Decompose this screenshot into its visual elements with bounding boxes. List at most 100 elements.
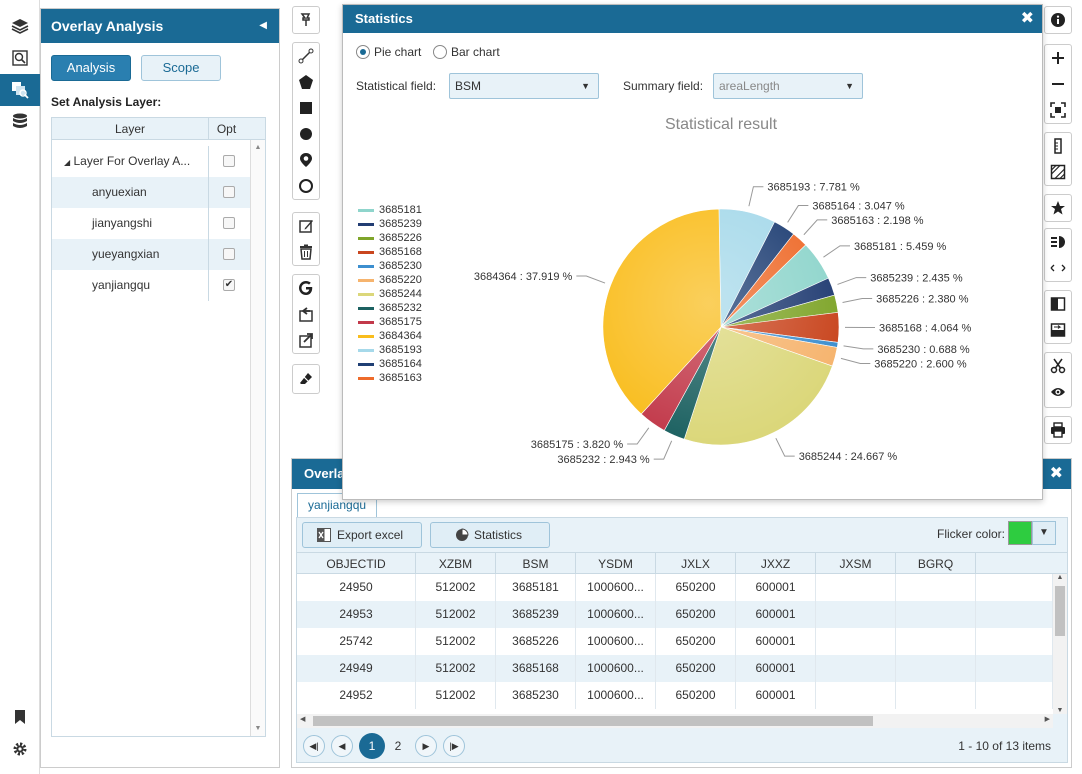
bar-chart-radio[interactable] [433, 45, 447, 59]
legend-item[interactable]: 3685163 [379, 372, 422, 384]
layer-checkbox[interactable] [223, 186, 235, 198]
column-header[interactable]: BGRQ [896, 553, 976, 575]
line-icon[interactable] [293, 43, 319, 69]
compare-icon[interactable] [1045, 291, 1071, 317]
layer-checkbox-checked[interactable]: ✔ [223, 279, 235, 291]
trash-icon[interactable] [293, 239, 319, 265]
database-icon[interactable] [0, 106, 40, 138]
layer-row[interactable]: yueyangxian [52, 239, 250, 270]
legend-item[interactable]: 3685226 [379, 232, 422, 244]
layer-checkbox[interactable] [223, 248, 235, 260]
column-header[interactable]: OBJECTID [297, 553, 416, 575]
legend-item[interactable]: 3685193 [379, 344, 422, 356]
statistics-title-bar[interactable]: Statistics ✖ [343, 5, 1042, 33]
legend-item[interactable]: 3685168 [379, 246, 422, 258]
table-row[interactable]: 24952 512002 3685230 1000600... 650200 600001 [297, 682, 1053, 709]
export-excel-button[interactable]: Export excel [302, 522, 422, 548]
layer-row[interactable]: yanjiangqu ✔ [52, 270, 250, 301]
layer-grid-scrollbar[interactable]: ▲ ▼ [250, 140, 265, 736]
info-toolbar [1044, 6, 1072, 34]
collapse-icon[interactable]: ◀ [259, 20, 267, 31]
close-icon[interactable]: ✖ [1020, 10, 1034, 27]
legend-item[interactable]: 3685220 [379, 274, 422, 286]
pie-chart-radio-label[interactable]: Pie chart [374, 45, 422, 59]
column-header[interactable]: XZBM [416, 553, 496, 575]
legend-item[interactable]: 3684364 [379, 330, 422, 342]
legend-item[interactable]: 3685244 [379, 288, 422, 300]
legend-item[interactable]: 3685239 [379, 218, 422, 230]
bookmark-icon[interactable] [0, 701, 40, 733]
area-measure-icon[interactable] [1045, 159, 1071, 185]
overlay-analysis-icon[interactable] [0, 74, 40, 106]
legend-item[interactable]: 3685181 [379, 204, 422, 216]
info-icon[interactable] [1045, 7, 1071, 33]
legend-item[interactable]: 3685175 [379, 316, 422, 328]
scope-tab[interactable]: Scope [141, 55, 221, 81]
ring-icon[interactable] [293, 173, 319, 199]
column-header[interactable]: JXLX [656, 553, 736, 575]
zoom-in-icon[interactable] [1045, 45, 1071, 71]
legend-icon[interactable] [1045, 229, 1071, 255]
pin-icon[interactable] [293, 7, 319, 33]
table-vertical-scrollbar[interactable]: ▲ ▼ [1053, 574, 1067, 714]
statistics-button[interactable]: Statistics [430, 522, 550, 548]
column-header[interactable]: YSDM [576, 553, 656, 575]
next-page-icon[interactable]: ▶ [415, 735, 437, 757]
google-icon[interactable] [293, 275, 319, 301]
flicker-color-swatch[interactable] [1008, 521, 1032, 545]
layer-group-checkbox[interactable] [223, 155, 235, 167]
table-row[interactable]: 24950 512002 3685181 1000600... 650200 600001 [297, 574, 1053, 601]
pie-data-label: 3685164 : 3.047 % [812, 201, 905, 213]
previous-page-icon[interactable]: ◀ [331, 735, 353, 757]
location-icon[interactable] [293, 147, 319, 173]
split-icon[interactable] [1045, 317, 1071, 343]
page-number-current[interactable]: 1 [359, 733, 385, 759]
rectangle-icon[interactable] [293, 95, 319, 121]
column-header[interactable] [976, 553, 1067, 575]
layer-group-row[interactable]: ◢ Layer For Overlay A... [52, 146, 250, 177]
table-row[interactable]: 25742 512002 3685226 1000600... 650200 600001 [297, 628, 1053, 655]
layer-row[interactable]: anyuexian [52, 177, 250, 208]
expand-icon[interactable]: ◢ [64, 158, 71, 167]
table-row[interactable]: 24949 512002 3685168 1000600... 650200 600001 [297, 655, 1053, 682]
legend-item[interactable]: 3685230 [379, 260, 422, 272]
column-header[interactable]: BSM [496, 553, 576, 575]
pie-chart-radio[interactable] [356, 45, 370, 59]
gear-icon[interactable] [0, 733, 40, 765]
search-map-icon[interactable] [0, 42, 40, 74]
layer-checkbox[interactable] [223, 217, 235, 229]
eye-icon[interactable] [1045, 379, 1071, 405]
circle-icon[interactable] [293, 121, 319, 147]
star-icon[interactable] [1045, 195, 1071, 221]
close-icon[interactable]: ✖ [1049, 465, 1063, 482]
summary-field-select[interactable]: areaLength ▼ [713, 73, 863, 99]
legend-item[interactable]: 3685164 [379, 358, 422, 370]
zoom-out-icon[interactable] [1045, 71, 1071, 97]
ruler-icon[interactable] [1045, 133, 1071, 159]
print-icon[interactable] [1045, 417, 1071, 443]
table-horizontal-scrollbar[interactable]: ◀ ▶ [297, 714, 1053, 728]
full-extent-icon[interactable] [1045, 97, 1071, 123]
column-header[interactable]: JXSM [816, 553, 896, 575]
pie-label-line [842, 298, 873, 303]
swipe-icon[interactable] [1045, 255, 1071, 281]
polygon-icon[interactable] [293, 69, 319, 95]
first-page-icon[interactable]: ◀| [303, 735, 325, 757]
column-header[interactable]: JXXZ [736, 553, 816, 575]
export-icon[interactable] [293, 327, 319, 353]
flicker-color-dropdown[interactable]: ▼ [1032, 521, 1056, 545]
statistical-field-select[interactable]: BSM ▼ [449, 73, 599, 99]
layer-name: anyuexian [92, 185, 147, 199]
layers-icon[interactable] [0, 10, 40, 42]
last-page-icon[interactable]: |▶ [443, 735, 465, 757]
analysis-tab[interactable]: Analysis [51, 55, 131, 81]
bar-chart-radio-label[interactable]: Bar chart [451, 45, 500, 59]
table-row[interactable]: 24953 512002 3685239 1000600... 650200 600001 [297, 601, 1053, 628]
eraser-icon[interactable] [293, 365, 319, 393]
edit-icon[interactable] [293, 213, 319, 239]
legend-item[interactable]: 3685232 [379, 302, 422, 314]
page-number[interactable]: 2 [394, 739, 402, 753]
layer-row[interactable]: jianyangshi [52, 208, 250, 239]
cut-icon[interactable] [1045, 353, 1071, 379]
import-icon[interactable] [293, 301, 319, 327]
